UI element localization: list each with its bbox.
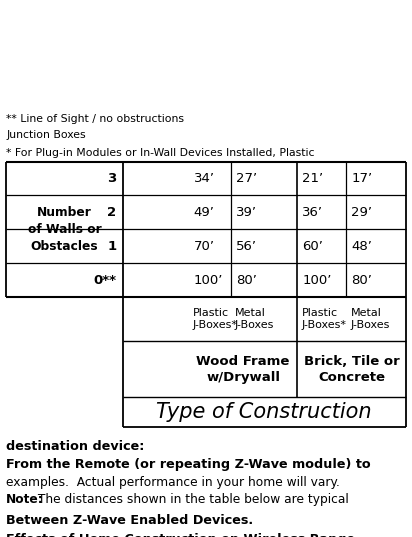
Text: Between Z-Wave Enabled Devices.: Between Z-Wave Enabled Devices. [6, 514, 253, 527]
Text: 60’: 60’ [302, 240, 323, 253]
Text: Type of Construction: Type of Construction [157, 402, 372, 422]
Text: The distances shown in the table below are typical: The distances shown in the table below a… [34, 493, 349, 506]
Text: Metal
J-Boxes: Metal J-Boxes [235, 308, 274, 330]
Text: Junction Boxes: Junction Boxes [6, 130, 86, 141]
Text: Plastic
J-Boxes*: Plastic J-Boxes* [302, 308, 346, 330]
Text: 17’: 17’ [351, 172, 372, 185]
Text: 48’: 48’ [351, 240, 372, 253]
Text: Brick, Tile or
Concrete: Brick, Tile or Concrete [304, 354, 400, 384]
Text: examples.  Actual performance in your home will vary.: examples. Actual performance in your hom… [6, 476, 340, 489]
Text: 36’: 36’ [302, 206, 323, 219]
Text: 1: 1 [108, 240, 117, 253]
Text: destination device:: destination device: [6, 440, 145, 453]
Text: 100’: 100’ [194, 273, 223, 287]
Text: 100’: 100’ [302, 273, 332, 287]
Text: 49’: 49’ [194, 206, 215, 219]
Text: 21’: 21’ [302, 172, 323, 185]
Text: 39’: 39’ [236, 206, 257, 219]
Text: 70’: 70’ [194, 240, 215, 253]
Text: 2: 2 [108, 206, 117, 219]
Text: 34’: 34’ [194, 172, 215, 185]
Text: 29’: 29’ [351, 206, 372, 219]
Text: 27’: 27’ [236, 172, 257, 185]
Text: Effects of Home Construction on Wireless Range: Effects of Home Construction on Wireless… [6, 533, 355, 537]
Text: From the Remote (or repeating Z-Wave module) to: From the Remote (or repeating Z-Wave mod… [6, 458, 371, 470]
Text: Number
of Walls or
Obstacles: Number of Walls or Obstacles [28, 206, 101, 253]
Text: Metal
J-Boxes: Metal J-Boxes [351, 308, 390, 330]
Text: ** Line of Sight / no obstructions: ** Line of Sight / no obstructions [6, 114, 184, 124]
Text: Wood Frame
w/Drywall: Wood Frame w/Drywall [197, 354, 290, 384]
Text: Plastic
J-Boxes*: Plastic J-Boxes* [193, 308, 238, 330]
Text: 3: 3 [108, 172, 117, 185]
Text: 56’: 56’ [236, 240, 257, 253]
Text: * For Plug-in Modules or In-Wall Devices Installed, Plastic: * For Plug-in Modules or In-Wall Devices… [6, 148, 315, 158]
Text: Note:: Note: [6, 493, 44, 506]
Text: 80’: 80’ [351, 273, 372, 287]
Text: 0**: 0** [94, 273, 117, 287]
Text: 80’: 80’ [236, 273, 257, 287]
